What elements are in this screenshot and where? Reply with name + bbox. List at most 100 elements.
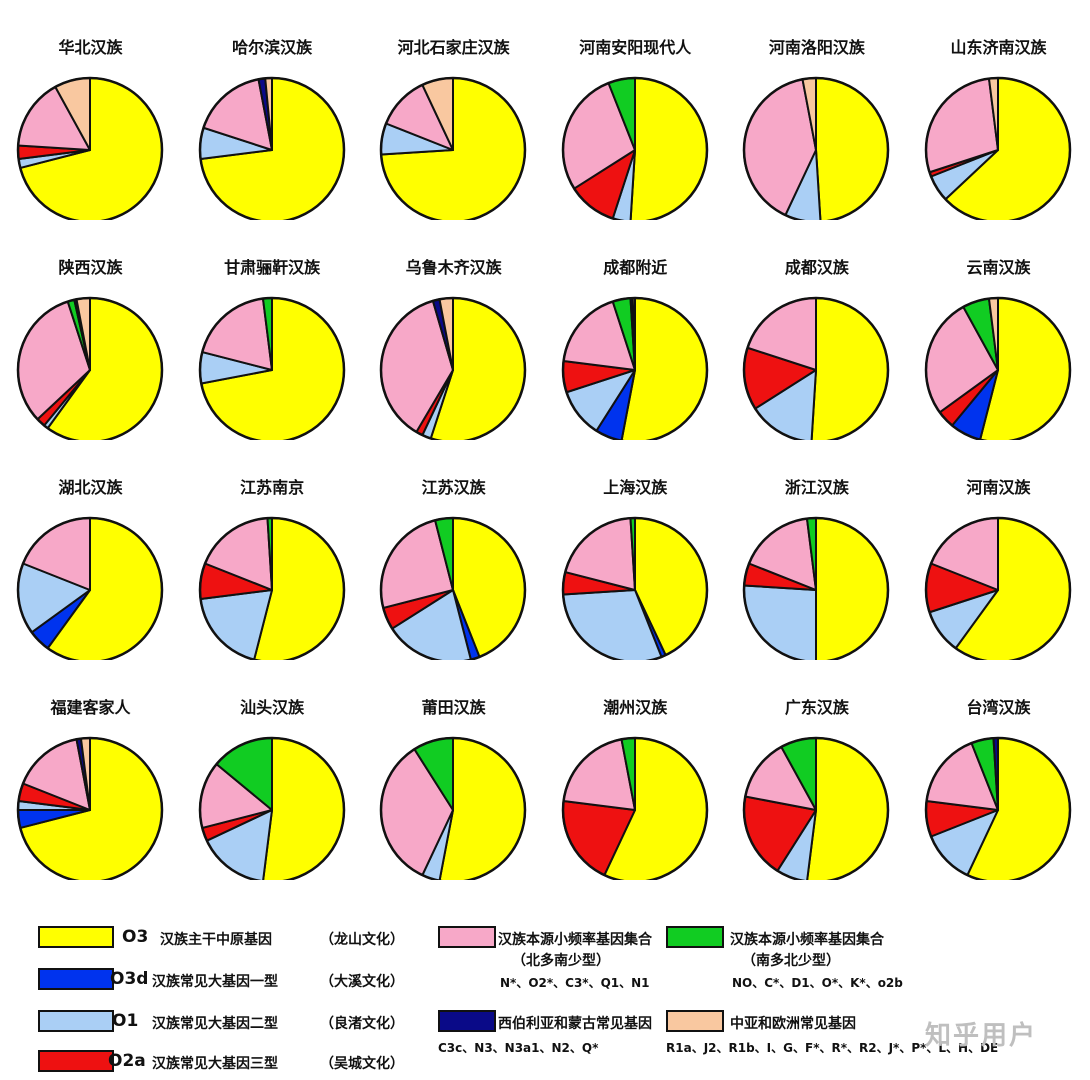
legend-swatch-o1 xyxy=(38,1010,114,1032)
pie-title: 河南安阳现代人 xyxy=(579,38,692,57)
legend-swatch-o3 xyxy=(38,926,114,948)
pie-outline xyxy=(198,516,345,660)
legend-sub-pink: （北多南少型） xyxy=(512,953,610,969)
pie-title: 广东汉族 xyxy=(784,698,849,717)
pie-svg xyxy=(743,736,890,880)
pie-title: 成都汉族 xyxy=(784,258,849,277)
pie-chart: 广东汉族 xyxy=(726,660,907,880)
legend-haplos-navy: C3c、N3、N3a1、N2、Q* xyxy=(438,1041,599,1055)
pie-svg xyxy=(16,736,164,880)
pie-title: 河南汉族 xyxy=(966,478,1031,497)
pie-outline xyxy=(743,296,890,440)
pie-outline xyxy=(561,76,709,220)
pie-outline xyxy=(561,296,709,440)
pie-svg xyxy=(743,296,890,440)
pie-chart: 陕西汉族 xyxy=(0,220,181,440)
legend-code-o3d: O3d xyxy=(110,969,149,989)
pie-svg xyxy=(743,516,890,660)
pie-chart: 江苏汉族 xyxy=(363,440,544,660)
pie-slice-o3 xyxy=(629,77,708,220)
pie-chart: 成都汉族 xyxy=(726,220,907,440)
pie-outline xyxy=(16,76,164,220)
pie-chart: 福建客家人 xyxy=(0,660,181,880)
pie-title: 河南洛阳汉族 xyxy=(768,38,865,57)
pie-title: 潮州汉族 xyxy=(603,698,668,717)
pie-outline xyxy=(743,76,890,220)
pie-title: 福建客家人 xyxy=(50,698,131,717)
legend-swatch-o3d xyxy=(38,968,114,990)
pie-chart: 成都附近 xyxy=(545,220,726,440)
legend-label-navy: 西伯利亚和蒙古常见基因 xyxy=(498,1016,652,1032)
legend: O3 汉族主干中原基因 （龙山文化） O3d 汉族常见大基因一型 （大溪文化） … xyxy=(0,900,1090,1080)
pie-svg xyxy=(198,516,345,660)
legend-haplos-pink: N*、O2*、C3*、Q1、N1 xyxy=(500,976,650,990)
pie-outline xyxy=(561,736,709,880)
pie-chart: 台湾汉族 xyxy=(908,660,1089,880)
pie-outline xyxy=(379,296,527,440)
pie-title: 乌鲁木齐汉族 xyxy=(405,258,502,277)
pie-chart: 河南汉族 xyxy=(908,440,1089,660)
pie-title: 河北石家庄汉族 xyxy=(397,38,510,57)
legend-culture-o3d: （大溪文化） xyxy=(320,974,404,990)
legend-code-o1: O1 xyxy=(112,1011,139,1031)
pie-svg xyxy=(16,516,164,660)
pie-slice-o3 xyxy=(810,297,890,440)
pie-slice-o3 xyxy=(806,737,890,880)
pie-outline xyxy=(743,736,890,880)
legend-label-peach: 中亚和欧洲常见基因 xyxy=(730,1016,856,1032)
pie-title: 汕头汉族 xyxy=(240,698,305,717)
pie-slice-o3 xyxy=(815,77,890,220)
pie-title: 浙江汉族 xyxy=(784,478,849,497)
pie-svg xyxy=(924,736,1072,880)
legend-haplos-green: NO、C*、D1、O*、K*、o2b xyxy=(732,976,903,990)
pie-outline xyxy=(561,516,709,660)
pie-title: 莆田汉族 xyxy=(421,698,486,717)
pie-svg xyxy=(16,296,164,440)
legend-desc-o2a: 汉族常见大基因三型 xyxy=(152,1056,278,1072)
pie-svg xyxy=(198,76,345,220)
pie-chart: 汕头汉族 xyxy=(182,660,363,880)
pie-slice-o1 xyxy=(743,584,818,660)
pie-title: 山东济南汉族 xyxy=(950,38,1047,57)
pie-slice-o3 xyxy=(815,517,890,660)
pie-outline xyxy=(16,516,164,660)
legend-label-green: 汉族本源小频率基因集合 xyxy=(730,932,884,948)
pie-svg xyxy=(379,296,527,440)
pie-chart: 湖北汉族 xyxy=(0,440,181,660)
pie-svg xyxy=(16,76,164,220)
pie-outline xyxy=(16,736,164,880)
pie-chart: 哈尔滨汉族 xyxy=(182,0,363,220)
pie-slice-o3 xyxy=(261,737,345,880)
pie-outline xyxy=(924,736,1072,880)
legend-desc-o1: 汉族常见大基因二型 xyxy=(152,1016,278,1032)
pie-svg xyxy=(561,296,709,440)
legend-code-o2a: O2a xyxy=(108,1051,146,1071)
pie-chart: 河北石家庄汉族 xyxy=(363,0,544,220)
legend-code-o3: O3 xyxy=(122,927,149,947)
pie-chart: 江苏南京 xyxy=(182,440,363,660)
pie-outline xyxy=(198,296,345,440)
pie-svg xyxy=(379,736,527,880)
legend-haplos-peach: R1a、J2、R1b、I、G、F*、R*、R2、J*、P*、L、H、DE xyxy=(666,1041,999,1055)
pie-title: 成都附近 xyxy=(603,258,668,277)
pie-svg xyxy=(561,736,709,880)
pie-svg xyxy=(924,76,1072,220)
pie-outline xyxy=(379,76,527,220)
pie-chart: 莆田汉族 xyxy=(363,660,544,880)
pie-title: 江苏汉族 xyxy=(421,478,486,497)
pie-chart-grid: 华北汉族 哈尔滨汉族 河北石家庄汉族 河南安阳现代人 河南洛阳汉族 山东济南汉族 陕西汉族 甘… xyxy=(0,0,1089,880)
pie-outline xyxy=(198,76,345,220)
pie-chart: 河南安阳现代人 xyxy=(545,0,726,220)
pie-outline xyxy=(379,516,527,660)
pie-title: 上海汉族 xyxy=(603,478,668,497)
legend-culture-o2a: （吴城文化） xyxy=(320,1056,404,1072)
pie-title: 台湾汉族 xyxy=(966,698,1031,717)
legend-label-pink: 汉族本源小频率基因集合 xyxy=(498,932,652,948)
legend-swatch-navy xyxy=(438,1010,496,1032)
legend-swatch-pink xyxy=(438,926,496,948)
watermark: 知乎用户 xyxy=(925,1021,1038,1051)
pie-svg xyxy=(924,296,1072,440)
legend-desc-o3d: 汉族常见大基因一型 xyxy=(152,974,278,990)
pie-svg xyxy=(743,76,890,220)
pie-outline xyxy=(379,736,527,880)
